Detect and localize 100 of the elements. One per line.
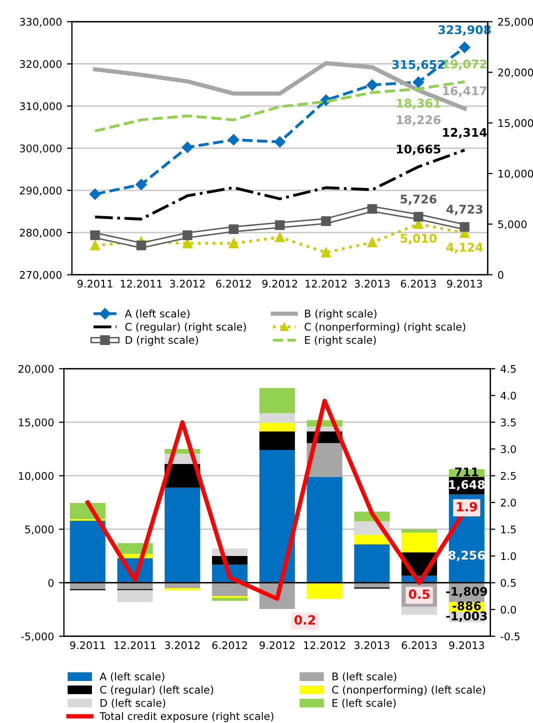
x-tick-label: 3.2012 <box>170 280 205 288</box>
x-tick-label: 6.2012 <box>216 280 251 288</box>
legend-label: B (left scale) <box>332 672 396 682</box>
y-tick-label: -5,000 <box>21 632 54 642</box>
y2-tick-label: -0.5 <box>500 632 520 640</box>
data-label: -886 <box>452 601 481 610</box>
point <box>228 238 238 248</box>
point <box>460 222 470 232</box>
bar <box>402 606 438 615</box>
point <box>414 212 424 222</box>
data-label: -1,003 <box>446 611 487 622</box>
bar <box>259 431 295 450</box>
data-label: 5,010 <box>400 234 437 244</box>
y2-tick-label: 4.5 <box>500 365 516 373</box>
point <box>274 136 286 148</box>
x-tick-label: 12.2012 <box>304 641 346 650</box>
point <box>228 134 240 146</box>
y-tick-label: 10,000 <box>18 472 54 481</box>
point <box>182 142 194 153</box>
bar <box>402 532 438 552</box>
bar <box>306 582 342 599</box>
data-label: -1,809 <box>446 586 488 598</box>
y-tick-label: 15,000 <box>18 418 54 428</box>
bar <box>354 534 390 544</box>
y-tick-label: 330,000 <box>20 18 62 27</box>
data-label: 18,361 <box>396 98 440 110</box>
point <box>136 178 147 190</box>
bar <box>70 520 106 583</box>
x-tick-label: 3.2013 <box>354 280 390 288</box>
bar <box>259 450 295 583</box>
x-tick-label: 9.2013 <box>447 280 482 288</box>
data-label: 10,665 <box>396 144 440 156</box>
bar <box>259 422 295 432</box>
y2-tick-label: 3.0 <box>500 445 516 454</box>
x-tick-label: 6.2012 <box>212 641 247 650</box>
data-label: 19,072 <box>443 60 486 70</box>
x-tick-label: 9.2011 <box>70 641 105 650</box>
data-label: 711 <box>455 468 478 476</box>
bar <box>259 388 295 414</box>
legend-label: Total credit exposure (right scale) <box>100 712 274 722</box>
point <box>182 230 192 240</box>
x-tick-label: 9.2012 <box>260 641 294 650</box>
data-label: 16,417 <box>443 86 486 97</box>
y2-tick-label: 5,000 <box>498 220 527 230</box>
y2-tick-label: 15,000 <box>498 119 533 128</box>
point <box>90 240 100 250</box>
y-tick-label: 270,000 <box>20 270 62 280</box>
data-label: 0.5 <box>408 589 430 599</box>
legend-label: B (right scale) <box>305 309 376 320</box>
y2-tick-label: 1.5 <box>501 526 516 534</box>
data-label: 4,723 <box>446 204 482 216</box>
point <box>366 79 378 91</box>
point <box>90 230 100 240</box>
legend-label: E (left scale) <box>332 698 396 708</box>
y2-tick-label: 10,000 <box>498 170 533 179</box>
y2-tick-label: 1.0 <box>501 552 516 560</box>
y2-tick-label: 2.5 <box>500 472 516 480</box>
x-tick-label: 3.2012 <box>164 641 200 650</box>
x-tick-label: 6.2013 <box>400 280 436 288</box>
y2-tick-label: 3.5 <box>500 418 516 426</box>
point <box>321 216 331 226</box>
x-tick-label: 3.2013 <box>354 641 390 650</box>
legend-label: E (right scale) <box>305 336 376 346</box>
bar <box>259 413 295 423</box>
bar <box>212 598 248 601</box>
y-tick-label: 5,000 <box>25 525 54 534</box>
legend-label: C (regular) (left scale) <box>100 686 214 696</box>
y-tick-label: 300,000 <box>20 144 62 154</box>
legend-label: A (left scale) <box>124 309 190 319</box>
x-tick-label: 9.2012 <box>262 280 298 288</box>
x-tick-label: 12.2011 <box>120 280 162 288</box>
y-tick-label: 20,000 <box>18 364 54 374</box>
y2-tick-label: 4.0 <box>500 392 516 400</box>
point <box>367 237 378 248</box>
y2-tick-label: 2.0 <box>500 498 516 507</box>
y2-tick-label: 0.0 <box>500 606 516 614</box>
legend-label: C (nonperforming) (left scale) <box>332 686 486 696</box>
point <box>458 42 470 53</box>
point <box>228 224 238 234</box>
y2-tick-label: 0 <box>498 270 504 279</box>
data-label: 4,124 <box>446 242 483 254</box>
point <box>136 240 146 250</box>
y-tick-label: 0 <box>48 578 54 587</box>
x-tick-label: 12.2011 <box>114 641 156 650</box>
y2-tick-label: 20,000 <box>498 68 533 78</box>
bar <box>164 488 200 583</box>
x-tick-label: 9.2013 <box>449 641 484 650</box>
point <box>182 238 192 248</box>
x-tick-label: 6.2013 <box>402 641 437 650</box>
x-tick-label: 9.2011 <box>77 280 112 288</box>
bar <box>354 544 390 583</box>
data-label: 0.2 <box>294 615 315 625</box>
point <box>412 76 424 88</box>
legend-label: D (right scale) <box>126 336 198 346</box>
point <box>367 204 378 214</box>
y-tick-label: 310,000 <box>20 102 62 112</box>
data-label: 12,314 <box>443 128 487 138</box>
y-tick-label: 290,000 <box>20 186 62 196</box>
data-label: 1,648 <box>449 480 485 491</box>
legend-label: A (left scale) <box>100 672 164 682</box>
